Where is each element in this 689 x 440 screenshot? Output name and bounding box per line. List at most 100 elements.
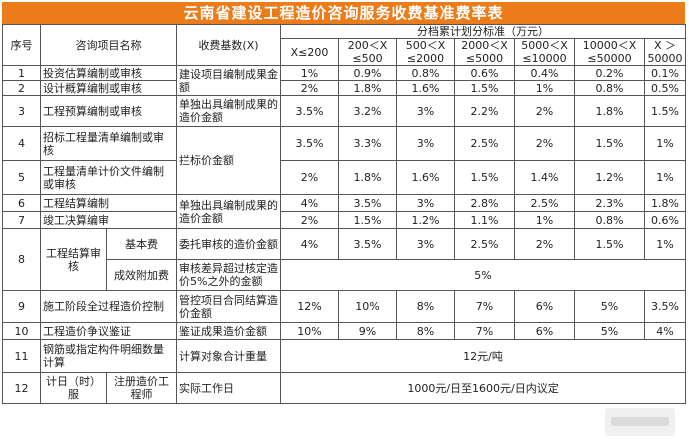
rate-cell: 2.2% [454, 95, 515, 127]
row-seq: 9 [2, 290, 41, 323]
rate-cell: 0.2% [574, 65, 645, 81]
rate-cell: 1.1% [454, 211, 515, 229]
table-row: 12 计日（时）服 注册造价工程师 实际工作日 1000元/日至1600元/日内… [2, 372, 687, 404]
row-seq: 10 [2, 322, 41, 340]
rate-cell: 3% [396, 126, 455, 161]
table-row: 成效附加费 审核差异超过核定造价5%之外的金额 5% [3, 259, 687, 291]
table-row: 7 竣工决算编审 2% 1.5% 1.2% 1.1% 1% 0.8% 0.6% [2, 211, 687, 229]
header-item: 咨询项目名称 [40, 24, 177, 66]
row-seq: 1 [2, 65, 41, 81]
row-base: 鉴证成果造价金额 [176, 322, 281, 340]
rate-cell: 6% [514, 290, 575, 323]
rate-cell: 3% [396, 228, 455, 260]
row-base: 实际工作日 [176, 372, 281, 404]
row-item: 设计概算编制或审核 [40, 80, 177, 96]
rate-cell: 4% [280, 194, 339, 212]
rate-cell: 2% [280, 211, 339, 229]
header-row-2: X≤200 200＜X ≤500 500＜X ≤2000 2000＜X ≤500… [3, 38, 687, 66]
rate-cell: 3.2% [338, 95, 397, 127]
row-item: 工程结算编制 [40, 194, 177, 212]
rate-cell: 1% [643, 126, 687, 161]
row-seq: 6 [2, 194, 41, 212]
table-row: 8 工程结算审核 基本费 委托审核的造价金额 4% 3.5% 3% 2.5% 2… [2, 228, 687, 291]
header-tier: 10000＜X ≤50000 [574, 38, 645, 66]
table-row: 3 工程预算编制或审核 单独出具编制成果的造价金额 3.5% 3.2% 3% 2… [2, 95, 687, 127]
rate-cell: 4% [643, 322, 687, 340]
rate-cell: 7% [454, 290, 515, 323]
row-base: 计算对象合计重量 [176, 339, 281, 373]
table-title: 云南省建设工程造价咨询服务收费基准费率表 [2, 2, 685, 24]
table-row: 11 钢筋或指定构件明细数量计算 计算对象合计重量 12元/吨 [2, 339, 687, 373]
row-seq: 12 [2, 372, 41, 404]
row-seq: 11 [2, 339, 41, 373]
rate-cell: 1% [280, 65, 339, 81]
rate-cell: 1.5% [454, 80, 515, 96]
rate-cell: 2% [514, 228, 575, 260]
rate-cell: 0.8% [396, 65, 455, 81]
header-tier: X ＞ 50000 [643, 38, 687, 66]
rate-cell: 0.4% [514, 65, 575, 81]
row-base: 单独出具编制成果的造价金额 [176, 194, 281, 229]
watermark [605, 408, 675, 436]
rate-cell: 10% [280, 322, 339, 340]
row-seq: 7 [2, 211, 41, 229]
table-row: 9 施工阶段全过程造价控制 管控项目合同结算造价金额 12% 10% 8% 7%… [2, 290, 687, 323]
rate-cell: 12% [280, 290, 339, 323]
row-item: 钢筋或指定构件明细数量计算 [40, 339, 177, 373]
rate-cell-merged: 1000元/日至1600元/日内议定 [279, 372, 687, 404]
rate-cell: 1.8% [338, 160, 397, 195]
row-seq: 4 [2, 126, 41, 161]
rate-cell: 1.2% [574, 160, 645, 195]
header-base: 收费基数(X) [176, 24, 281, 66]
rate-cell: 9% [338, 322, 397, 340]
header-tier: 500＜X ≤2000 [396, 38, 455, 66]
rate-cell: 4% [280, 228, 339, 260]
rate-cell: 7% [454, 322, 515, 340]
rate-cell: 1.5% [574, 126, 645, 161]
rate-cell: 2.8% [454, 194, 515, 212]
rate-cell: 3.5% [280, 126, 339, 161]
table-row: 4 招标工程量清单编制或审核 拦标价金额 3.5% 3.3% 3% 2.5% 2… [2, 126, 687, 195]
row-seq: 3 [2, 95, 41, 127]
rate-cell: 1.8% [643, 194, 687, 212]
row-item: 施工阶段全过程造价控制 [40, 290, 177, 323]
rate-cell: 1.5% [574, 228, 645, 260]
rate-cell: 2.5% [454, 126, 515, 161]
rate-cell: 2% [280, 160, 339, 195]
rate-cell: 1.8% [338, 80, 397, 96]
row-item: 工程造价争议鉴证 [40, 322, 177, 340]
rate-cell: 8% [396, 290, 455, 323]
row-item: 工程结算审核 [40, 228, 107, 291]
rate-cell: 0.5% [643, 80, 687, 96]
header-tier: 200＜X ≤500 [338, 38, 397, 66]
rate-cell: 2.3% [574, 194, 645, 212]
row-seq: 5 [2, 160, 41, 195]
row-seq: 2 [2, 80, 41, 96]
table-row: 6 工程结算编制 单独出具编制成果的造价金额 4% 3.5% 3% 2.8% 2… [2, 194, 687, 229]
row-item: 计日（时）服 [40, 372, 107, 404]
rate-cell: 6% [514, 322, 575, 340]
rate-cell: 0.1% [643, 65, 687, 81]
header-seq: 序号 [2, 24, 41, 66]
rate-cell: 3.5% [338, 228, 397, 260]
rate-cell: 1% [514, 211, 575, 229]
rate-cell: 2.5% [514, 194, 575, 212]
rate-cell: 10% [338, 290, 397, 323]
rate-cell: 5% [574, 322, 645, 340]
header-tier: X≤200 [280, 38, 339, 66]
header-tier: 2000＜X ≤5000 [454, 38, 515, 66]
row-base: 单独出具编制成果的造价金额 [176, 95, 281, 127]
header-tier: 5000＜X ≤10000 [514, 38, 575, 66]
row-item: 工程预算编制或审核 [40, 95, 177, 127]
rate-cell: 1.6% [396, 80, 455, 96]
rate-cell: 1.5% [454, 160, 515, 195]
row-subitem-extra: 成效附加费 [106, 259, 177, 291]
rate-cell: 2% [280, 80, 339, 96]
rate-cell: 2% [514, 95, 575, 127]
row-item: 工程量清单计价文件编制或审核 [40, 160, 177, 195]
rate-cell: 1.8% [574, 95, 645, 127]
rate-cell: 0.9% [338, 65, 397, 81]
rate-cell: 3.3% [338, 126, 397, 161]
row-base: 委托审核的造价金额 [176, 228, 281, 260]
rate-cell: 3.5% [643, 290, 687, 323]
